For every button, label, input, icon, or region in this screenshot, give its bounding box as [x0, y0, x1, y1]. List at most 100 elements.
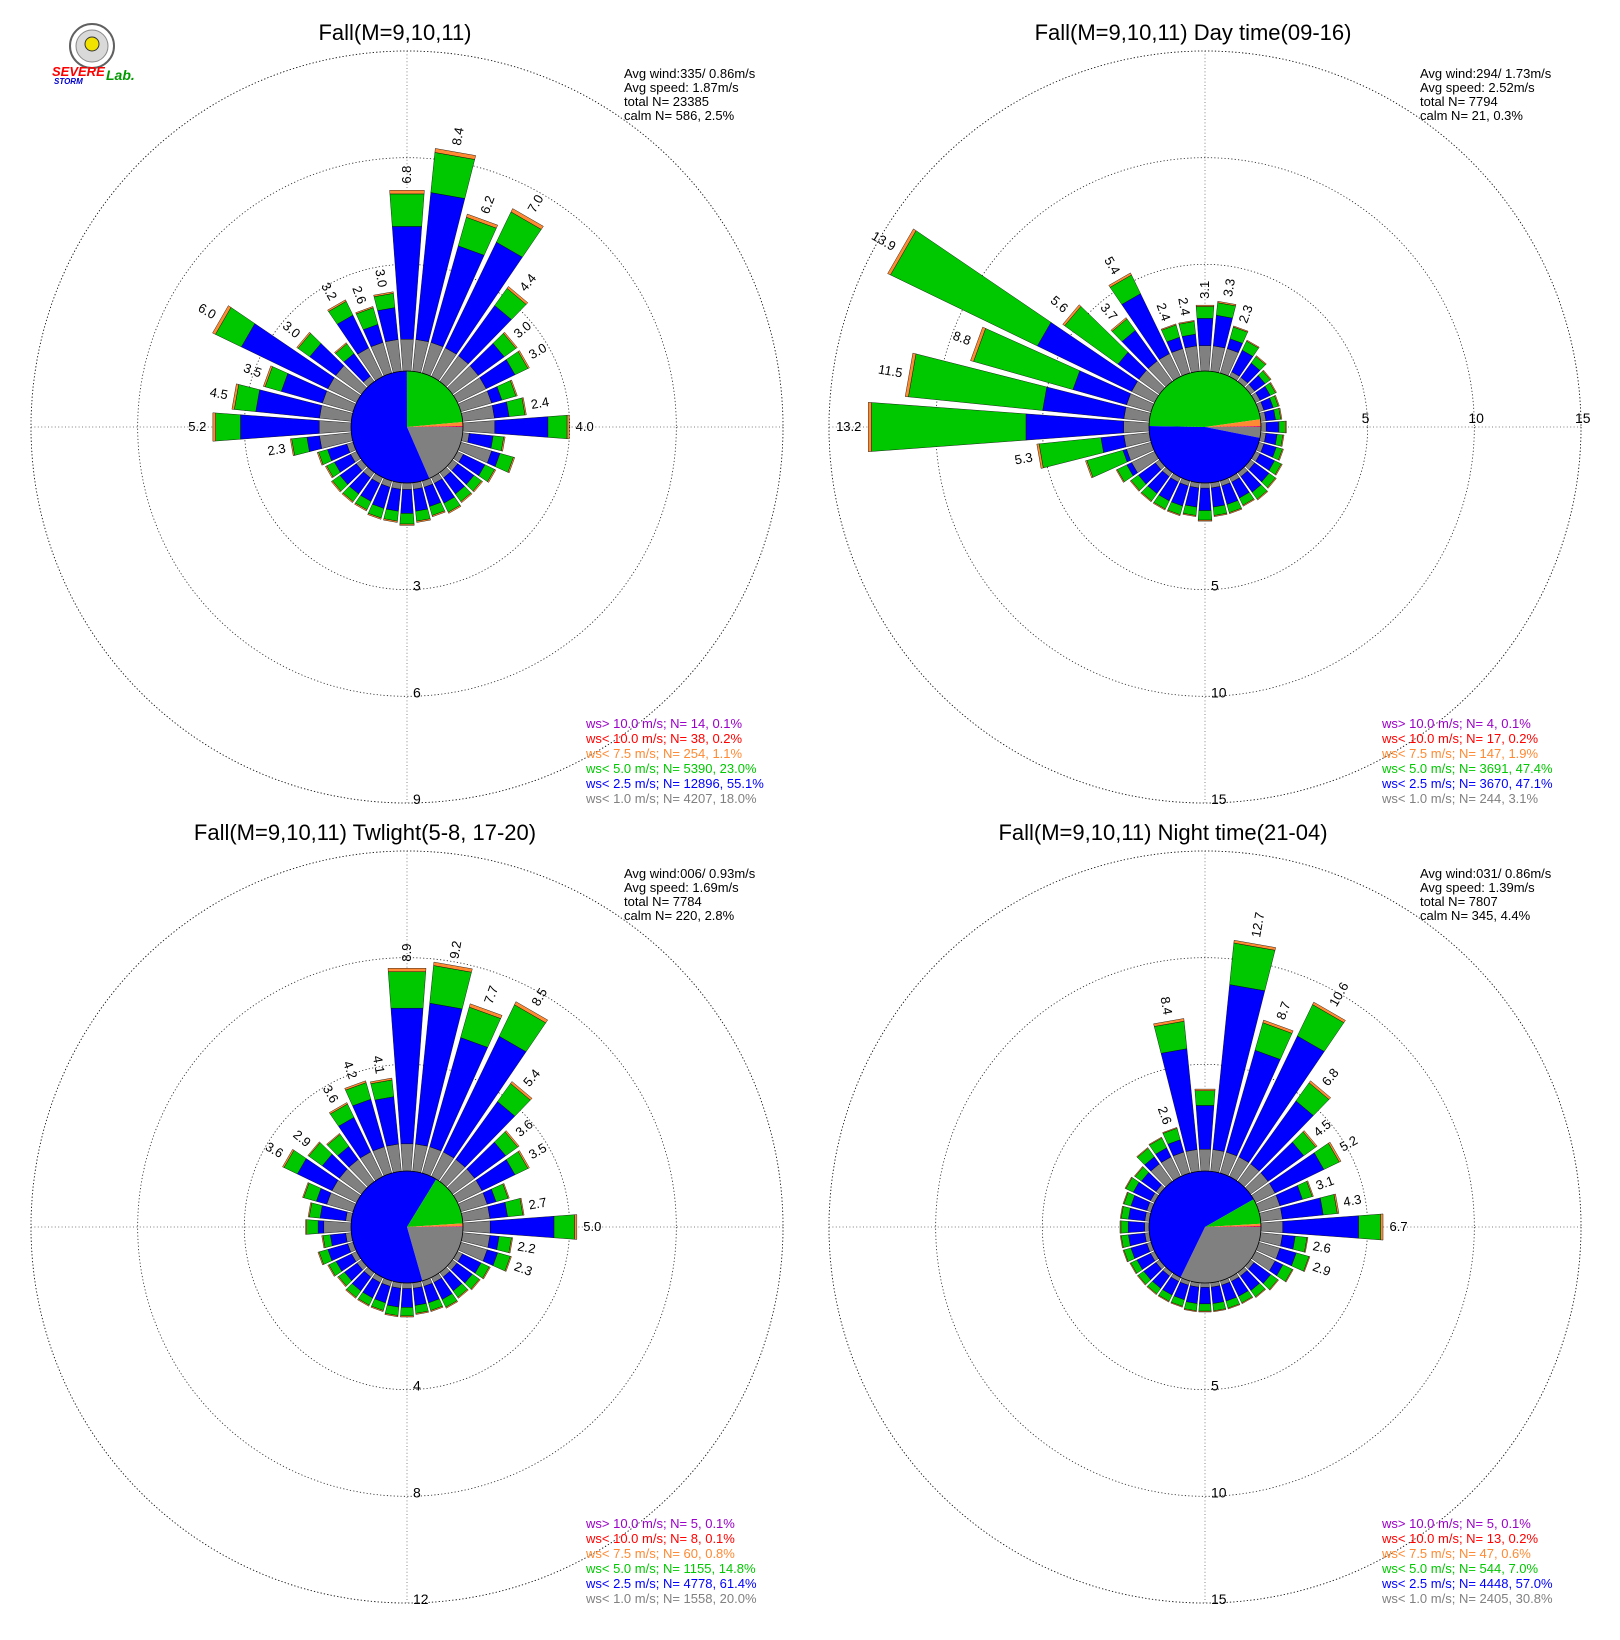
- sector-bar-70: [510, 379, 518, 397]
- ring-label: 10: [1211, 1484, 1227, 1500]
- calm-pie-slice: [407, 427, 463, 479]
- legend-entry: ws< 5.0 m/s; N= 1155, 14.8%: [585, 1561, 756, 1576]
- sector-label-100: 2.2: [516, 1239, 536, 1257]
- sector-label-260: 5.3: [1013, 450, 1033, 468]
- sector-label-20: 8.7: [1273, 1000, 1293, 1022]
- sector-bar-260: [1036, 443, 1044, 469]
- sector-bar-0: [400, 339, 414, 372]
- sector-bar-270: [319, 420, 352, 434]
- stats-line: Avg wind:006/ 0.93m/s: [624, 866, 756, 881]
- sector-bar-90: [547, 415, 568, 439]
- legend-entry: ws< 1.0 m/s; N= 1558, 20.0%: [585, 1591, 757, 1606]
- sector-bar-240: [325, 465, 334, 479]
- sector-bar-270: [305, 1219, 307, 1235]
- stats-line: Avg speed: 1.69m/s: [624, 880, 739, 895]
- sector-bar-240: [1115, 469, 1125, 483]
- sector-bar-280: [231, 383, 239, 410]
- sector-bar-80: [519, 1197, 525, 1216]
- sector-bar-80: [506, 397, 526, 417]
- ring-label-right: 5: [1362, 410, 1370, 426]
- sector-bar-330: [327, 299, 347, 312]
- wind-rose-panel-2: 5 5 10 10 15 15 3.1 3.3 2.3 5.3 13.2 11.5 8.8 13.9 5.6…: [828, 20, 1591, 807]
- sector-bar-0: [389, 190, 425, 195]
- sector-label-20: 2.3: [1235, 303, 1255, 325]
- logo-bottom-text: STORM: [54, 77, 83, 86]
- sector-label-100: 2.6: [1312, 1238, 1332, 1256]
- sector-bar-50: [503, 331, 518, 349]
- sector-bar-350: [370, 1077, 393, 1084]
- sector-bar-350: [373, 291, 394, 297]
- wind-rose-panel-4: 5 10 15 12.7 8.7 10.6 6.8 4.55.23.1 4.3 6.7 2.6 2.9…: [828, 820, 1582, 1607]
- sector-bar-140: [460, 492, 473, 503]
- sector-bar-230: [1137, 1275, 1147, 1286]
- sector-bar-270: [306, 1219, 319, 1235]
- sector-bar-320: [1110, 317, 1128, 332]
- stats-line: Avg wind:294/ 1.73m/s: [1420, 66, 1552, 81]
- sector-label-0: 8.9: [399, 943, 414, 961]
- stats-line: total N= 23385: [624, 94, 709, 109]
- grid-ring: [935, 957, 1475, 1497]
- sector-bar-230: [337, 1276, 347, 1288]
- sector-bar-170: [1210, 1285, 1225, 1304]
- legend-entry: ws< 10.0 m/s; N= 8, 0.1%: [585, 1531, 735, 1546]
- sector-bar-300: [1124, 1176, 1133, 1189]
- sector-bar-210: [354, 502, 368, 512]
- sector-bar-140: [1255, 1288, 1267, 1298]
- sector-bar-180: [1197, 519, 1213, 522]
- sector-label-10: 8.4: [449, 126, 467, 146]
- sector-bar-90: [566, 414, 570, 440]
- sector-bar-100: [1304, 1237, 1309, 1253]
- sector-bar-350: [1154, 1020, 1188, 1054]
- sector-label-320: 3.7: [1097, 300, 1120, 323]
- sector-bar-250: [316, 451, 324, 466]
- sector-bar-30: [1246, 339, 1260, 349]
- sector-bar-270: [323, 1220, 352, 1234]
- stats-line: total N= 7807: [1420, 894, 1498, 909]
- sector-bar-110: [1303, 1256, 1311, 1272]
- sector-bar-210: [357, 1298, 370, 1307]
- sector-bar-340: [1162, 1127, 1178, 1134]
- sector-bar-260: [321, 1235, 326, 1249]
- sector-label-80: 2.4: [530, 394, 550, 412]
- stats-line: Avg wind:031/ 0.86m/s: [1420, 866, 1552, 881]
- calm-pie-slice: [1205, 425, 1261, 427]
- legend-entry: ws< 7.5 m/s; N= 147, 1.9%: [1381, 746, 1539, 761]
- sector-bar-180: [399, 513, 415, 525]
- ring-label: 15: [1211, 1591, 1227, 1607]
- ring-label: 9: [413, 791, 421, 807]
- sector-label-290: 3.5: [242, 360, 264, 380]
- sector-bar-100: [501, 436, 506, 452]
- calm-pie-slice: [1148, 425, 1260, 484]
- sector-bar-10: [1233, 940, 1276, 951]
- sector-bar-130: [470, 1278, 481, 1291]
- sector-bar-180: [400, 1307, 414, 1317]
- grid-ring: [137, 957, 677, 1497]
- sector-bar-250: [1085, 460, 1094, 479]
- sector-bar-170: [1213, 1308, 1227, 1313]
- stats-line: calm N= 220, 2.8%: [624, 908, 735, 923]
- sector-label-300: 6.0: [196, 300, 219, 322]
- calm-pie-slice: [407, 425, 463, 427]
- sector-bar-110: [1278, 448, 1284, 461]
- sector-label-0: 3.1: [1197, 281, 1212, 299]
- sector-bar-260: [291, 436, 310, 456]
- sector-bar-90: [1380, 1213, 1384, 1241]
- sector-bar-180: [1197, 510, 1213, 521]
- sector-label-340: 4.2: [340, 1059, 360, 1081]
- sector-bar-90: [1358, 1213, 1381, 1241]
- sector-bar-40: [1308, 1080, 1332, 1100]
- sector-bar-230: [331, 480, 342, 493]
- sector-bar-190: [383, 518, 398, 523]
- chart-title: Fall(M=9,10,11): [318, 20, 471, 45]
- stats-line: Avg wind:335/ 0.86m/s: [624, 66, 756, 81]
- severe-storm-lab-logo: SEVERE STORM Lab.: [52, 23, 135, 86]
- sector-label-60: 5.2: [1337, 1132, 1360, 1154]
- legend-entry: ws> 10.0 m/s; N= 5, 0.1%: [585, 1516, 735, 1531]
- ring-label: 5: [1211, 578, 1219, 594]
- ring-label: 6: [413, 684, 421, 700]
- sector-bar-260: [1128, 1232, 1147, 1247]
- sector-bar-0: [388, 971, 426, 1009]
- sector-bar-20: [468, 1003, 503, 1019]
